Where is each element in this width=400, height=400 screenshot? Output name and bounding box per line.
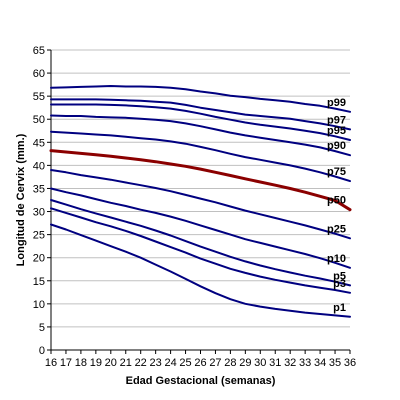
x-axis-title: Edad Gestacional (semanas) bbox=[126, 375, 276, 387]
x-tick-label: 16 bbox=[45, 357, 57, 369]
x-tick-label: 28 bbox=[224, 357, 236, 369]
series-label-p25: p25 bbox=[327, 223, 346, 235]
series-line-p1 bbox=[50, 223, 351, 318]
y-tick-label: 5 bbox=[39, 322, 45, 334]
x-tick-label: 27 bbox=[209, 357, 221, 369]
x-tick-label: 21 bbox=[120, 357, 132, 369]
series-line-p25 bbox=[50, 169, 351, 240]
x-tick-label: 34 bbox=[314, 357, 326, 369]
series-line-p90 bbox=[50, 114, 351, 157]
y-tick-label: 30 bbox=[33, 207, 45, 219]
y-tick-label: 25 bbox=[33, 230, 45, 242]
x-tick-label: 33 bbox=[299, 357, 311, 369]
series-label-p50: p50 bbox=[327, 195, 346, 207]
y-tick-label: 20 bbox=[33, 253, 45, 265]
series-line-p10 bbox=[50, 187, 351, 269]
x-tick-label: 24 bbox=[164, 357, 176, 369]
y-tick-label: 50 bbox=[33, 114, 45, 126]
grid-layer bbox=[51, 49, 350, 328]
series-label-p90: p90 bbox=[327, 140, 346, 152]
series-label-p10: p10 bbox=[327, 253, 346, 265]
x-tick-label: 19 bbox=[90, 357, 102, 369]
series-label-p5: p5 bbox=[333, 270, 346, 282]
series-line-p97 bbox=[50, 98, 351, 131]
series-line-p99 bbox=[50, 85, 351, 113]
y-tick-label: 35 bbox=[33, 183, 45, 195]
x-tick-label: 32 bbox=[284, 357, 296, 369]
series-line-p3 bbox=[50, 207, 351, 294]
series-label-p3: p3 bbox=[333, 278, 346, 290]
series-label-p99: p99 bbox=[327, 97, 346, 109]
y-tick-label: 65 bbox=[33, 45, 45, 57]
series-line-p95 bbox=[50, 103, 351, 141]
series-label-p95: p95 bbox=[327, 125, 346, 137]
series-line-p50 bbox=[49, 149, 352, 212]
x-tick-label: 23 bbox=[150, 357, 162, 369]
series-line-p5 bbox=[50, 199, 351, 287]
x-tick-label: 36 bbox=[344, 357, 356, 369]
x-tick-label: 29 bbox=[239, 357, 251, 369]
y-axis-title: Longitud de Cervix (mm.) bbox=[15, 133, 27, 266]
x-tick-label: 17 bbox=[60, 357, 72, 369]
y-tick-label: 15 bbox=[33, 276, 45, 288]
x-tick-label: 30 bbox=[254, 357, 266, 369]
y-tick-label: 10 bbox=[33, 299, 45, 311]
x-tick-label: 26 bbox=[194, 357, 206, 369]
y-tick-label: 60 bbox=[33, 68, 45, 80]
y-tick-label: 40 bbox=[33, 160, 45, 172]
series-line-p75 bbox=[50, 130, 351, 183]
series-label-p97: p97 bbox=[327, 114, 346, 126]
y-tick-label: 0 bbox=[39, 345, 45, 357]
x-tick-label: 22 bbox=[135, 357, 147, 369]
y-tick-label: 45 bbox=[33, 137, 45, 149]
x-tick-label: 31 bbox=[269, 357, 281, 369]
x-tick-label: 18 bbox=[75, 357, 87, 369]
x-tick-label: 20 bbox=[105, 357, 117, 369]
series-label-p75: p75 bbox=[327, 166, 346, 178]
series-layer bbox=[49, 85, 352, 318]
y-tick-label: 55 bbox=[33, 91, 45, 103]
x-tick-label: 35 bbox=[329, 357, 341, 369]
series-label-p1: p1 bbox=[333, 302, 346, 314]
x-tick-label: 25 bbox=[179, 357, 191, 369]
